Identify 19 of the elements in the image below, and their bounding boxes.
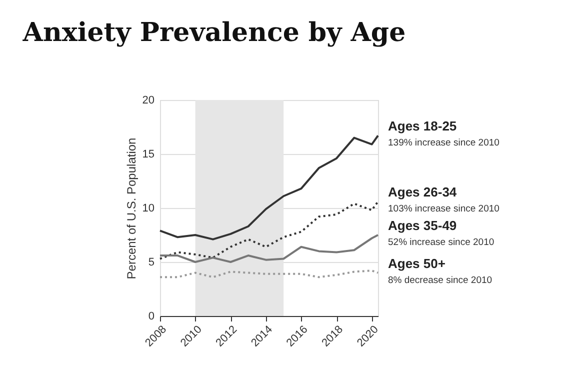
- text: 8% decrease since 2010: [388, 274, 492, 286]
- y-tick-label: 10: [142, 202, 154, 214]
- line-series: [159, 200, 379, 260]
- chart-title: Anxiety Prevalence by Age: [22, 18, 406, 48]
- series-label: Ages 35-49: [388, 218, 457, 233]
- text: 52% increase since 2010: [388, 237, 494, 248]
- y-axis-title: Percent of U.S. Population: [124, 138, 138, 280]
- series-label: Ages 50+: [388, 256, 446, 271]
- line-series: [159, 134, 379, 240]
- text: 103% increase since 2010: [388, 204, 500, 215]
- series-label: Ages 18-25: [388, 118, 457, 134]
- y-tick-label: 0: [148, 310, 154, 322]
- text: 139% increase since 2010: [388, 138, 500, 149]
- y-tick-label: 20: [142, 94, 154, 106]
- series-label: Ages 26-34: [388, 184, 458, 200]
- line-series: [159, 234, 379, 263]
- line-series: [159, 270, 379, 278]
- y-tick-label: 15: [142, 148, 154, 160]
- y-tick-label: 5: [148, 256, 154, 268]
